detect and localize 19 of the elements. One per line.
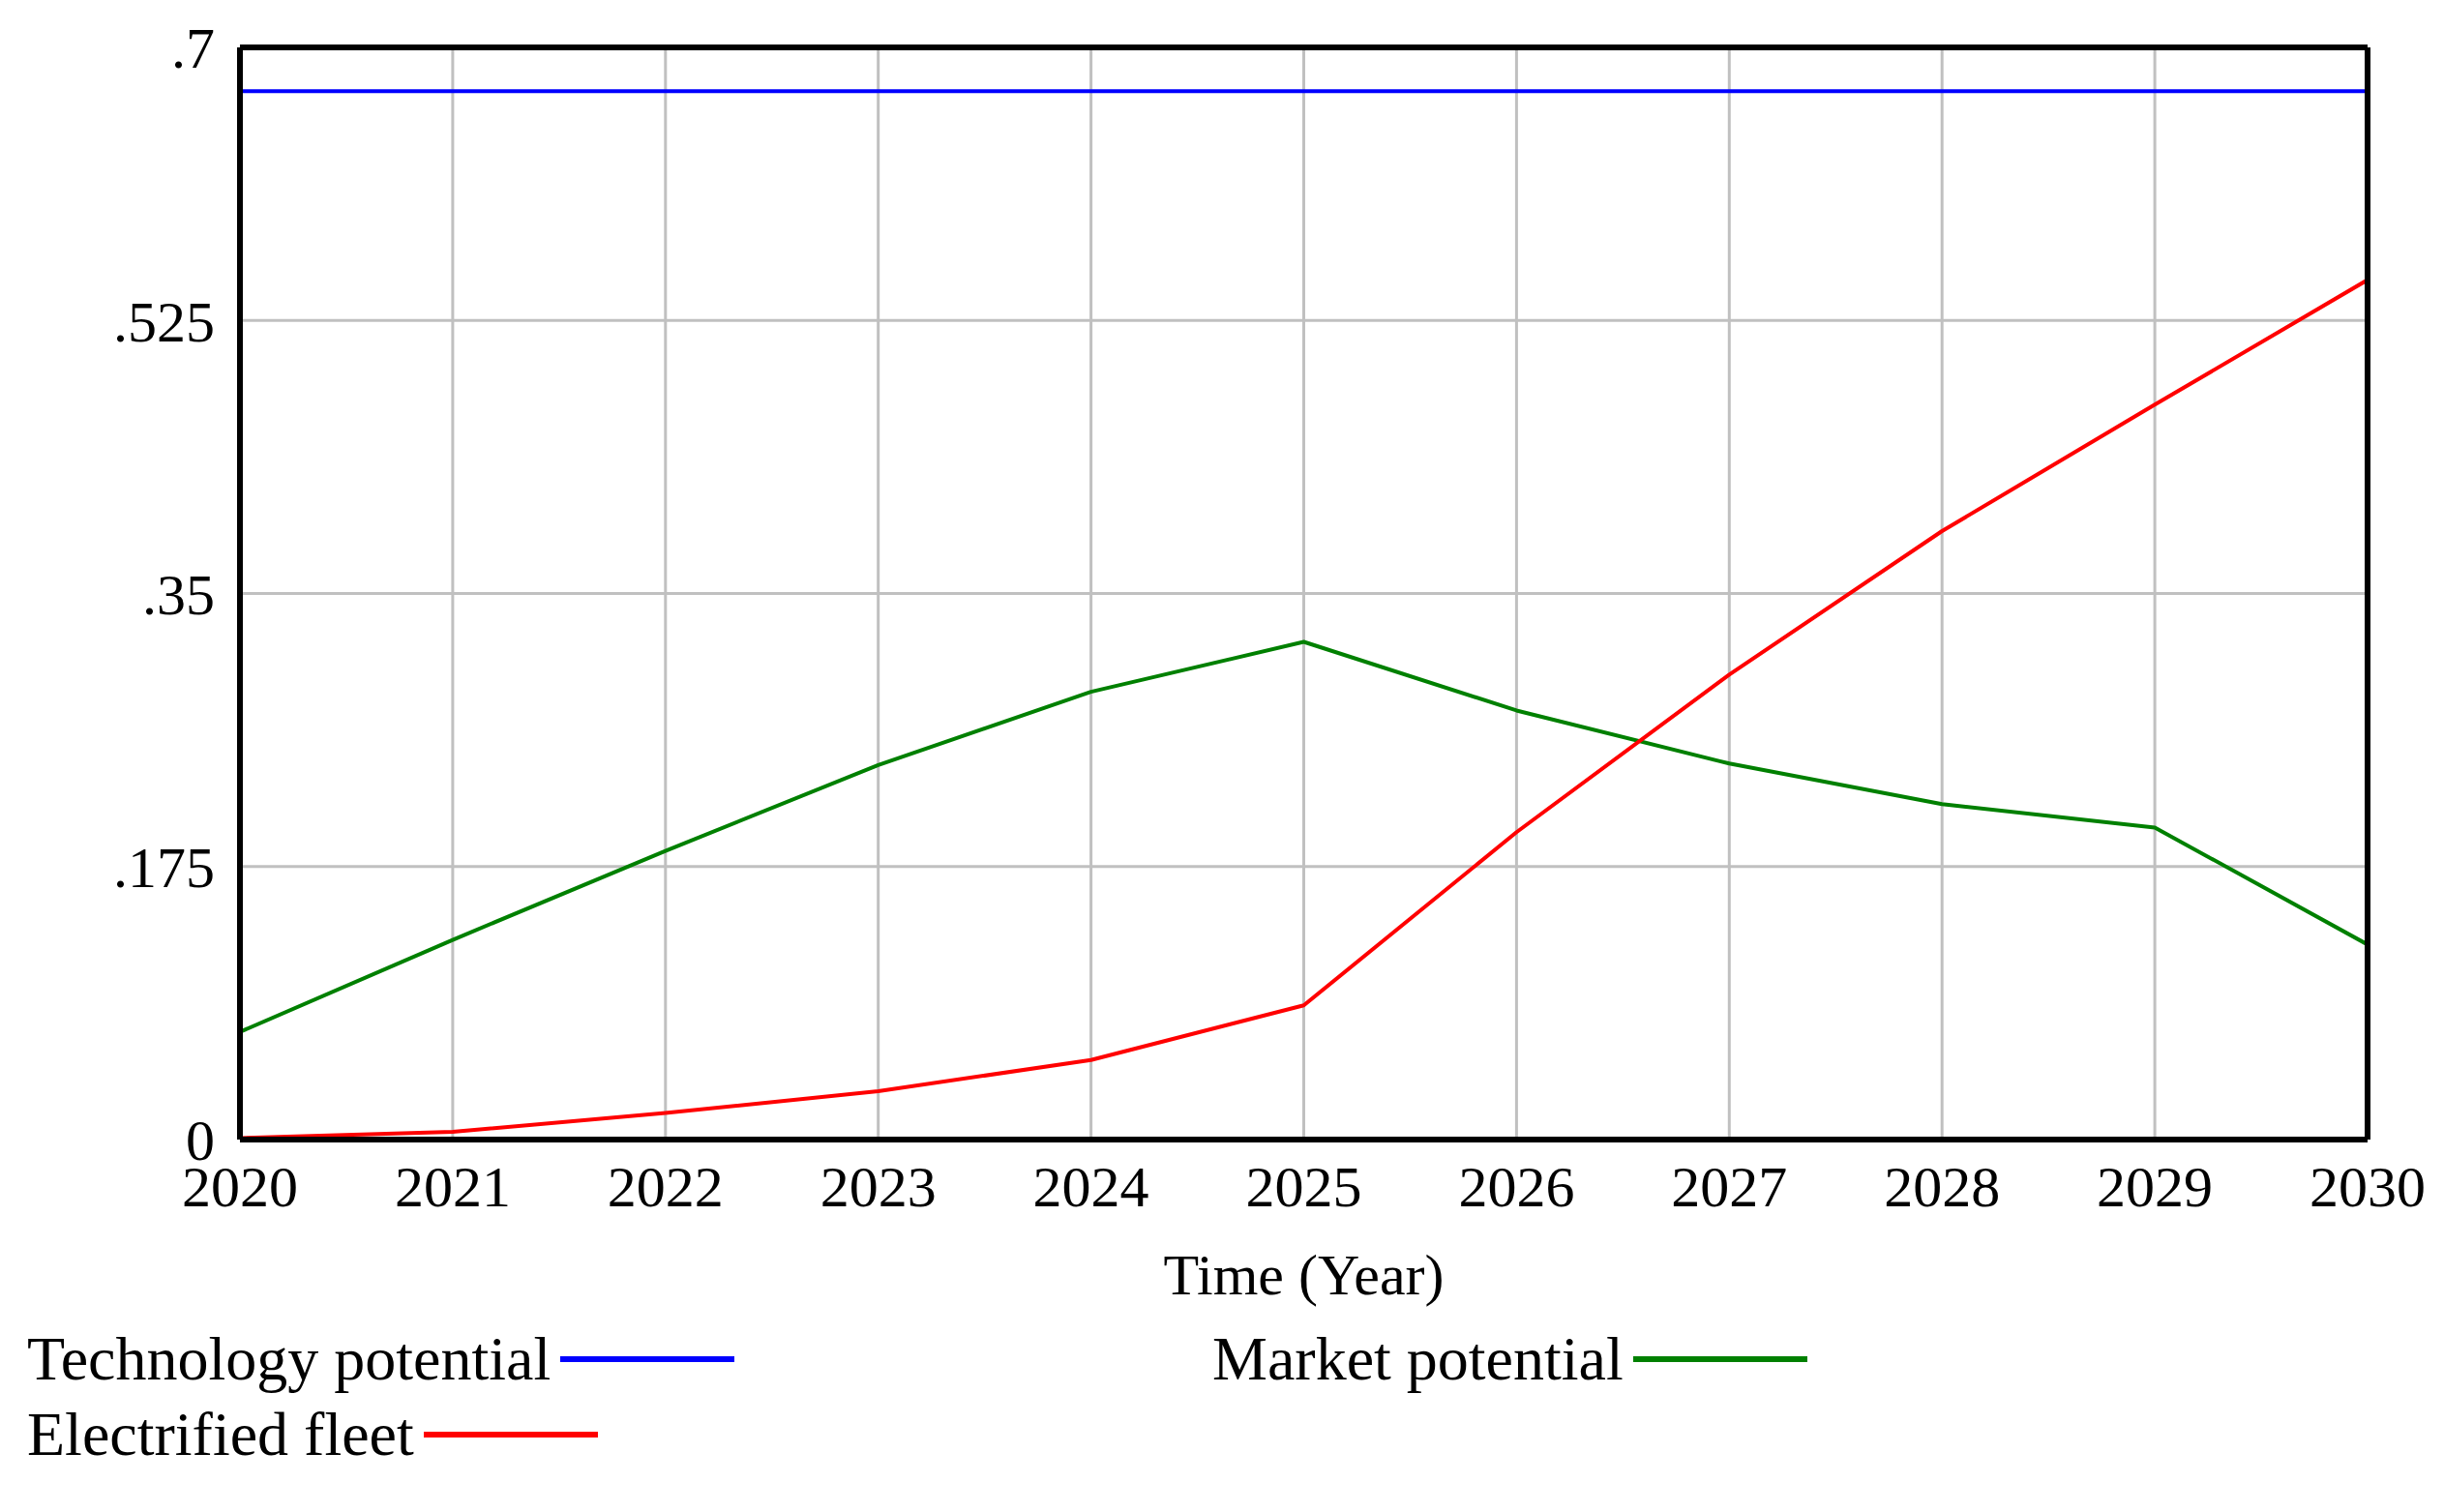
legend-label: Electrified fleet: [27, 1399, 414, 1470]
legend-label: Technology potential: [27, 1323, 551, 1395]
x-tick-label: 2030: [2310, 1154, 2426, 1219]
x-tick-label: 2025: [1245, 1154, 1362, 1219]
line-series: [240, 639, 2368, 1034]
x-tick-label: 2023: [820, 1154, 937, 1219]
y-tick-label: .175: [113, 836, 215, 901]
x-tick-label: 2029: [2097, 1154, 2214, 1219]
y-tick-label: .525: [113, 289, 215, 354]
x-tick-label: 2027: [1671, 1154, 1788, 1219]
x-tick-label: 2026: [1458, 1154, 1575, 1219]
y-tick-label: .35: [142, 562, 215, 627]
legend-label: Market potential: [1212, 1323, 1624, 1395]
x-tick-label: 2021: [394, 1154, 511, 1219]
x-tick-label: 2024: [1032, 1154, 1149, 1219]
y-tick-label: .7: [171, 16, 215, 81]
x-tick-label: 2028: [1884, 1154, 2001, 1219]
x-tick-label: 2022: [607, 1154, 724, 1219]
x-axis-title: Time (Year): [1163, 1243, 1445, 1307]
